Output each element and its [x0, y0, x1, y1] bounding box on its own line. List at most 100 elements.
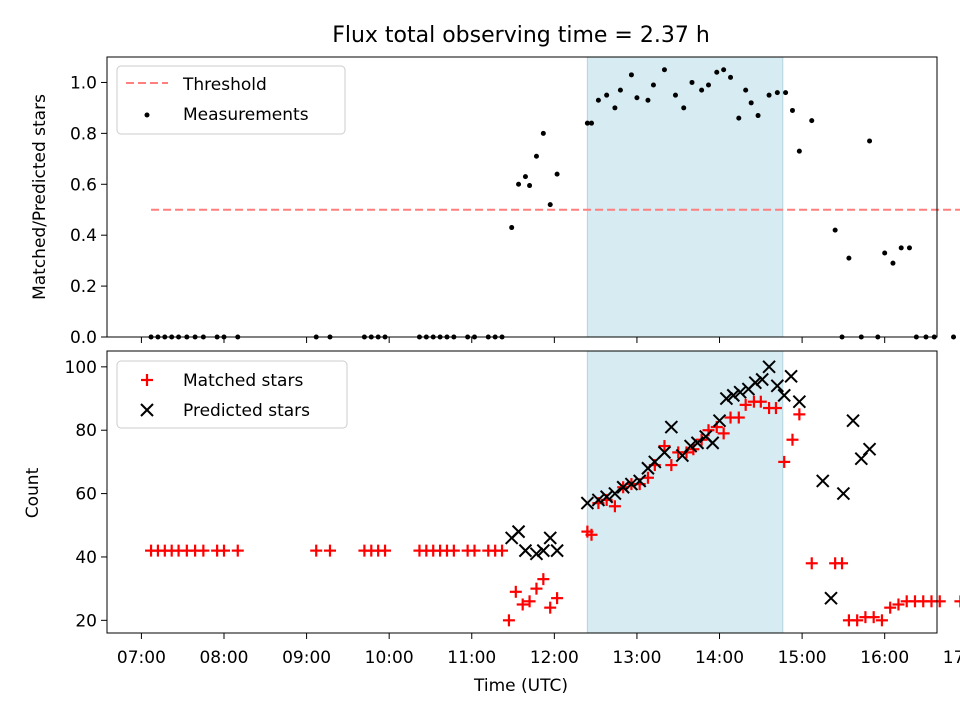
matched-star-point	[468, 544, 481, 557]
predicted-star-point	[543, 531, 557, 545]
measurement-point	[533, 153, 539, 159]
top-ytick-label: 1.0	[70, 73, 97, 93]
legend-threshold-label: Threshold	[182, 75, 267, 95]
measurement-point	[650, 82, 656, 88]
measurement-point	[743, 87, 749, 93]
matched-star-point	[717, 427, 730, 440]
predicted-star-point	[657, 445, 672, 460]
matched-star-point	[732, 411, 745, 424]
measurement-point	[906, 245, 912, 251]
matched-star-point	[197, 544, 210, 557]
bottom-ytick-label: 80	[75, 421, 97, 441]
measurement-point	[736, 115, 742, 121]
predicted-star-point	[762, 360, 776, 374]
measurement-point	[783, 90, 789, 96]
matched-star-point	[851, 614, 864, 627]
xtick-label: 14:00	[695, 648, 744, 668]
bottom-ytick-label: 20	[75, 611, 97, 631]
xtick-label: 12:00	[530, 648, 579, 668]
matched-star-point	[310, 544, 323, 557]
matched-star-point	[496, 544, 509, 557]
predicted-star-point	[770, 379, 785, 393]
predicted-star-point	[784, 369, 798, 384]
predicted-star-point	[816, 474, 830, 488]
matched-star-point	[447, 544, 460, 557]
matched-star-point	[836, 557, 849, 570]
matched-star-point	[739, 398, 752, 411]
measurement-point	[661, 67, 667, 73]
predicted-star-point	[632, 474, 647, 488]
measurement-point	[796, 148, 802, 154]
matched-star-point	[884, 601, 897, 614]
measurement-point	[832, 227, 838, 233]
matched-star-point	[537, 573, 550, 586]
bottom-legend: Matched stars Predicted stars	[116, 360, 348, 429]
matched-star-point	[754, 395, 767, 408]
bottom-ytick-label: 60	[75, 485, 97, 505]
legend-predicted-label: Predicted stars	[183, 401, 310, 421]
predicted-star-point	[580, 496, 595, 510]
measurement-point	[867, 138, 873, 144]
top-plot-frame	[106, 56, 938, 338]
xtick-label: 08:00	[199, 648, 248, 668]
measurement-point	[604, 92, 610, 98]
measurement-point	[589, 120, 595, 126]
measurement-point	[584, 120, 590, 126]
measurement-point	[809, 118, 815, 124]
xtick-label: 15:00	[778, 648, 827, 668]
measurement-point	[846, 255, 852, 261]
measurement-point	[699, 87, 705, 93]
legend-matched-swatch	[141, 374, 153, 386]
matched-star-point	[585, 528, 598, 541]
matched-star-point	[769, 402, 782, 415]
matched-star-point	[323, 544, 336, 557]
bottom-panel: 20 40 60 80 100 07:00 08:00 09:00 10:00 11:00 12:…	[23, 350, 960, 696]
predicted-star-point	[624, 477, 639, 491]
measurement-point	[898, 245, 904, 251]
predicted-star-point	[862, 442, 877, 456]
predicted-star-point	[719, 391, 734, 406]
predicted-star-point	[712, 414, 727, 428]
predicted-star-point	[733, 385, 747, 399]
matched-star-point	[530, 582, 543, 595]
measurement-point	[774, 90, 780, 96]
matched-star-point	[892, 598, 905, 611]
top-legend-box	[116, 65, 346, 135]
top-panel: 0.0 0.2 0.4 0.6 0.8 1.0 Matched/Predicted sta…	[30, 56, 960, 348]
matched-star-point	[544, 601, 557, 614]
measurement-point	[522, 174, 528, 180]
legend-predicted-swatch	[140, 403, 154, 417]
measurement-point	[890, 260, 896, 266]
predicted-star-point	[511, 524, 526, 539]
top-observing-window	[586, 56, 784, 338]
legend-matched-label: Matched stars	[183, 371, 303, 391]
xtick-label: 17:00	[943, 648, 960, 668]
matched-star-point	[665, 459, 678, 472]
bottom-legend-box	[116, 360, 348, 429]
legend-measurements-swatch	[144, 112, 150, 118]
measurement-point	[681, 105, 687, 111]
top-ytick-label: 0.2	[70, 277, 97, 297]
matched-star-point	[608, 500, 621, 513]
top-ytick-label: 0.0	[70, 328, 97, 348]
measurement-point	[789, 107, 795, 113]
matched-star-point	[516, 598, 529, 611]
predicted-star-point	[550, 543, 564, 558]
predicted-star-point	[591, 493, 606, 507]
measurement-point	[617, 87, 623, 93]
measurement-point	[748, 100, 754, 106]
predicted-star-point	[683, 439, 698, 453]
xtick-label: 16:00	[860, 648, 909, 668]
matched-star-point	[231, 544, 244, 557]
measurement-point	[509, 225, 515, 231]
bottom-plot-frame	[106, 350, 938, 634]
predicted-star-point	[536, 543, 551, 558]
predicted-star-point	[846, 414, 860, 428]
measurement-point	[882, 250, 888, 256]
matched-star-point	[875, 614, 888, 627]
matched-star-point	[933, 595, 946, 608]
predicted-star-point	[690, 436, 705, 450]
measurement-point	[595, 97, 601, 103]
bottom-y-axis-label: Count	[23, 467, 43, 518]
top-y-axis-label: Matched/Predicted stars	[30, 94, 50, 300]
